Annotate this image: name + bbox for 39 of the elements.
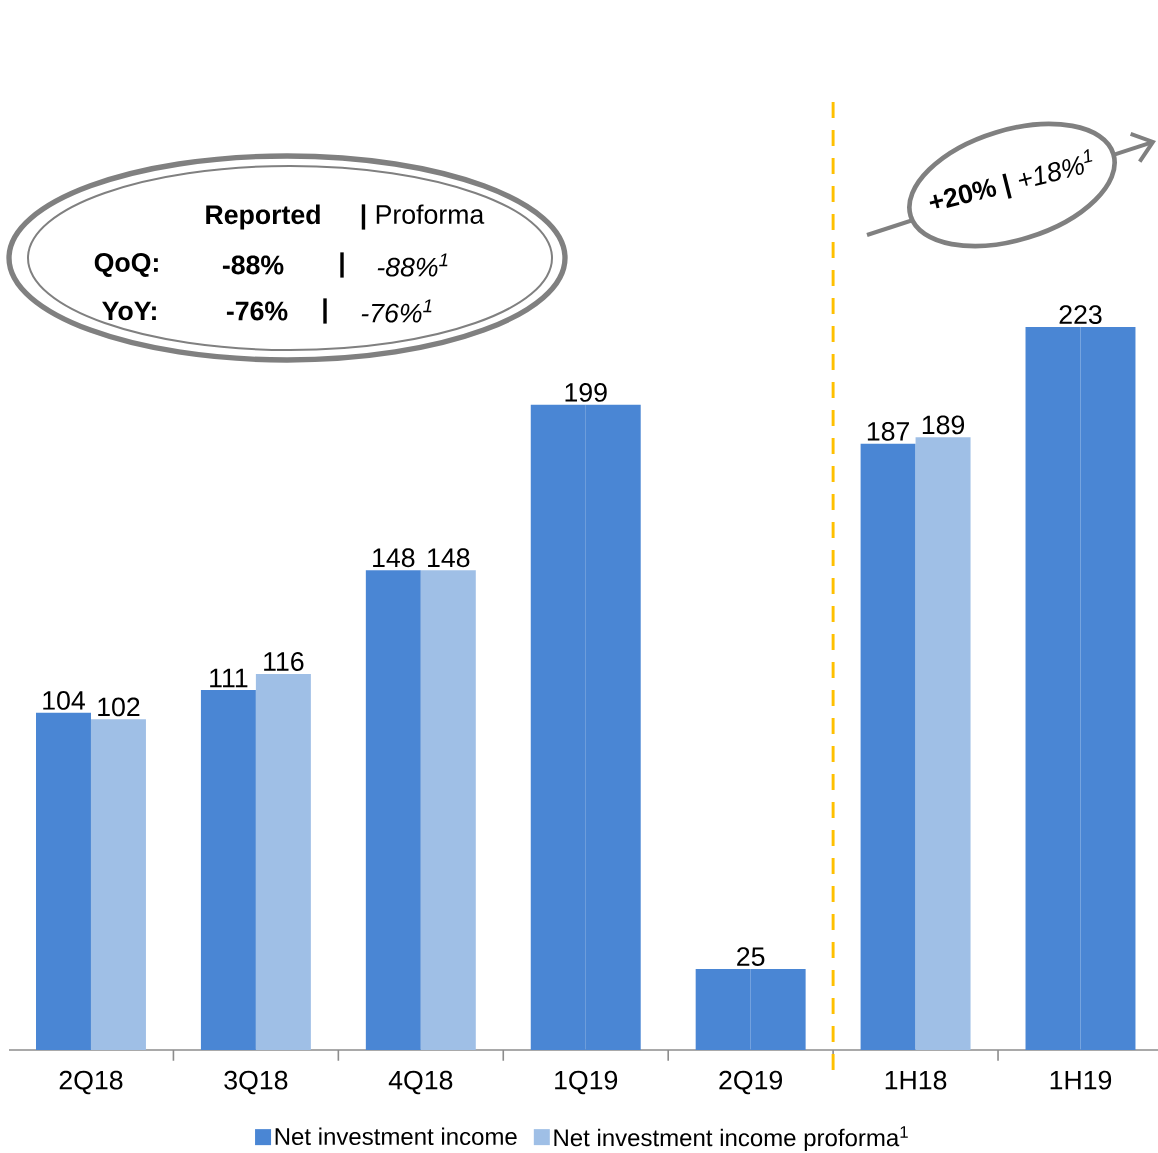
text: -76%$^{1}$ <box>361 299 432 323</box>
text: | Proforma <box>361 204 485 230</box>
data-label: 199 <box>565 383 607 402</box>
data-label: 187 <box>867 421 909 441</box>
x-tick-label: 1H19 <box>1050 1070 1112 1090</box>
x-tick-label: 3Q18 <box>224 1070 288 1095</box>
x-tick-label: 1H18 <box>885 1070 947 1090</box>
data-label: 111 <box>210 668 248 688</box>
text: -88%$^{1}$ <box>377 253 448 277</box>
data-label: 104 <box>43 691 85 710</box>
text: -76% <box>226 301 288 321</box>
text: | <box>340 252 344 278</box>
data-label: 102 <box>98 697 140 717</box>
data-label: 148 <box>373 548 415 568</box>
data-label: 148 <box>428 548 470 568</box>
bar <box>420 570 476 1050</box>
text: Reported <box>206 204 320 230</box>
bar <box>36 712 91 1050</box>
legend-label: Net investment income proforma$^{1}$ <box>554 1126 908 1152</box>
legend-label: Net investment income <box>275 1127 517 1146</box>
x-tick-label: 1Q19 <box>555 1070 618 1095</box>
text: QoQ: <box>94 253 158 277</box>
data-label: 223 <box>1059 305 1102 325</box>
text: -88% <box>222 255 284 275</box>
data-label: 25 <box>737 947 765 966</box>
text: +20% | +18%$^{1}$ <box>929 149 1093 209</box>
x-tick-label: 2Q19 <box>719 1070 783 1095</box>
data-label: 189 <box>922 415 965 435</box>
bar <box>365 570 421 1050</box>
bar <box>860 443 916 1050</box>
bar <box>255 673 311 1050</box>
text: YoY: <box>102 301 156 321</box>
bar <box>90 719 146 1050</box>
text: | <box>323 298 327 324</box>
bar <box>915 437 971 1050</box>
bar <box>200 690 256 1050</box>
x-tick-label: 4Q18 <box>388 1070 453 1095</box>
x-tick-label: 2Q18 <box>59 1070 123 1095</box>
data-label: 116 <box>264 652 304 671</box>
